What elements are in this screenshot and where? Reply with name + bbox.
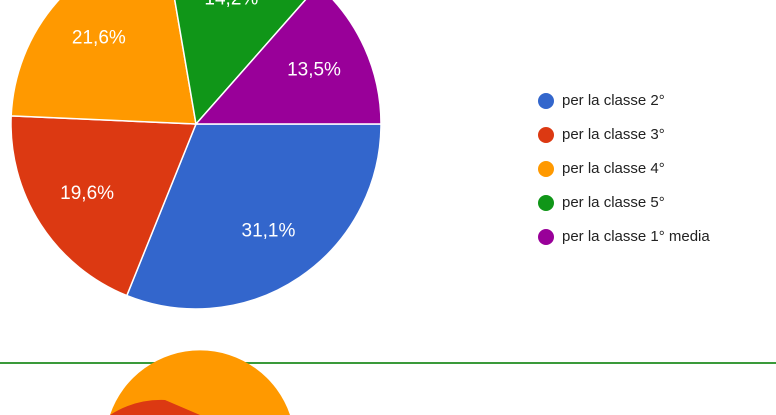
legend-label: per la classe 2° <box>562 92 665 109</box>
slice-label: 19,6% <box>60 183 114 204</box>
slice-label: 21,6% <box>72 27 126 48</box>
legend-swatch <box>538 229 554 245</box>
pie-slice <box>173 0 307 126</box>
pie-slice <box>194 0 382 125</box>
pie-slice <box>10 0 197 125</box>
pie-slice <box>10 115 198 297</box>
slice-label: 13,5% <box>287 60 341 81</box>
legend-swatch <box>538 127 554 143</box>
pie-slice <box>125 123 382 310</box>
slice-label: 14,2% <box>204 0 258 9</box>
legend-swatch <box>538 161 554 177</box>
legend-label: per la classe 3° <box>562 126 665 143</box>
legend-label: per la classe 4° <box>562 160 665 177</box>
pie: 31,1% 19,6% 21,6% 14,2% 13,5% <box>10 0 382 310</box>
legend-swatch <box>538 93 554 109</box>
legend-label: per la classe 5° <box>562 194 665 211</box>
legend: per la classe 2° per la classe 3° per la c… <box>538 92 710 245</box>
legend-swatch <box>538 195 554 211</box>
next-chart-slice <box>110 399 200 415</box>
legend-label: per la classe 1° media <box>562 228 710 245</box>
next-chart-slice <box>110 350 290 415</box>
slice-label: 31,1% <box>242 220 296 241</box>
